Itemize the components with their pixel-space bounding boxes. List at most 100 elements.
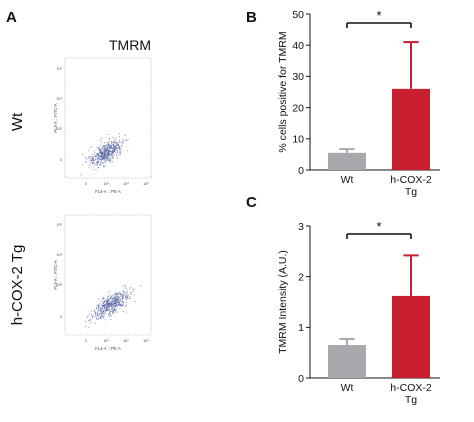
panel-letter-a: A <box>6 9 17 26</box>
flow-event-dot <box>125 301 127 303</box>
flow-event-dot <box>104 147 107 149</box>
flow-event-dot <box>91 158 93 160</box>
flow-event-dot <box>108 154 110 156</box>
flow-event-dot <box>115 310 117 312</box>
bar-chart-c: 0 1 2 3 TMRM Intensity (A.U.) Wt h-COX-2Tg * <box>277 219 440 406</box>
flow-event-dot <box>103 304 106 306</box>
flow-event-dot <box>122 291 124 293</box>
flow-event-dot <box>104 162 106 164</box>
flow-event-dot <box>99 149 101 151</box>
flow-event-dot <box>109 144 111 146</box>
flow-event-dot <box>94 151 96 154</box>
flow-event-dot <box>110 294 112 296</box>
flow-event-dot <box>100 144 102 146</box>
flow-event-dot <box>91 313 93 315</box>
flow-event-dot <box>104 153 106 155</box>
flow-event-dot <box>100 311 102 313</box>
flow-event-dot <box>112 305 114 307</box>
flow-event-dot <box>99 163 101 165</box>
flow-event-dot <box>103 302 105 304</box>
y-tick-label: 2 <box>298 271 304 283</box>
flow-event-dot <box>99 303 101 305</box>
flow-event-dot <box>112 151 115 153</box>
flow-event-dot <box>112 149 114 151</box>
flow-event-dot <box>103 166 105 168</box>
flow-ytick: 10⁴ <box>56 97 62 101</box>
flow-event-dot <box>114 138 116 140</box>
flow-event-dot <box>107 296 109 298</box>
flow-event-dot <box>98 304 100 306</box>
flow-event-dot <box>101 315 104 317</box>
flow-event-dot <box>119 153 121 155</box>
flow-event-dot <box>118 149 120 151</box>
flow-event-dot <box>95 146 97 149</box>
flow-event-dot <box>117 300 119 302</box>
flow-event-dot <box>125 138 127 140</box>
category-label: h-COX-2 <box>390 174 432 186</box>
flow-event-dot <box>119 141 121 143</box>
flow-event-dot <box>104 151 106 153</box>
flow-event-dot <box>85 158 87 160</box>
flow-ytick: 10² <box>57 283 63 287</box>
flow-event-dot <box>114 311 116 313</box>
flow-event-dot <box>103 157 105 159</box>
flow-event-dot <box>125 292 128 294</box>
flow-event-dot <box>119 296 121 298</box>
flow-event-dot <box>102 308 104 310</box>
flow-event-dot <box>112 301 114 303</box>
flow-event-dot <box>115 301 117 303</box>
flow-event-dot <box>109 304 111 306</box>
flow-event-dot <box>108 158 110 160</box>
y-axis-label: TMRM Intensity (A.U.) <box>277 250 289 354</box>
flow-event-dot <box>130 287 132 289</box>
flow-event-dot <box>119 308 121 310</box>
flow-event-dot <box>98 313 100 315</box>
flow-event-dot <box>94 150 96 152</box>
flow-event-dot <box>103 307 105 310</box>
flow-event-dot <box>100 153 102 155</box>
flow-event-dot <box>111 313 113 315</box>
flow-event-dot <box>120 145 123 147</box>
flow-event-dot <box>89 159 91 161</box>
flow-event-dot <box>133 288 135 290</box>
flow-event-dot <box>99 150 101 152</box>
flow-event-dot <box>101 316 103 318</box>
flow-event-dot <box>101 304 103 307</box>
flow-event-dot <box>104 299 106 302</box>
flow-event-dot <box>98 152 100 154</box>
flow-xlabel: FL4-A :: PE-A <box>95 189 121 194</box>
flow-event-dot <box>101 298 103 300</box>
flow-event-dot <box>126 296 128 298</box>
flow-event-dot <box>116 154 118 156</box>
flow-event-dot <box>112 148 114 151</box>
flow-event-dot <box>100 151 102 153</box>
flow-event-dot <box>140 285 142 287</box>
flow-event-dot <box>91 158 93 160</box>
flow-event-dot <box>91 145 93 147</box>
flow-event-dot <box>112 311 114 313</box>
group-label-wt: Wt <box>9 112 26 131</box>
flow-event-dot <box>99 155 101 157</box>
flow-event-dot <box>95 169 97 171</box>
flow-event-dot <box>111 304 113 306</box>
flow-event-dot <box>114 293 116 295</box>
flow-event-dot <box>127 298 129 300</box>
category-label: Wt <box>341 174 354 186</box>
flow-event-dot <box>97 157 99 160</box>
category-label: Wt <box>341 382 354 394</box>
flow-event-dot <box>110 301 112 303</box>
flow-event-dot <box>116 311 118 313</box>
flow-events <box>80 133 129 176</box>
flow-event-dot <box>99 312 101 314</box>
flow-event-dot <box>130 293 132 296</box>
flow-event-dot <box>119 303 121 305</box>
flow-event-dot <box>109 311 111 313</box>
flow-event-dot <box>101 303 103 305</box>
flow-event-dot <box>126 140 128 142</box>
flow-event-dot <box>120 149 122 151</box>
flow-event-dot <box>105 144 107 146</box>
flow-event-dot <box>125 305 127 307</box>
flow-event-dot <box>106 309 109 311</box>
flow-event-dot <box>114 309 116 311</box>
flow-event-dot <box>114 296 116 298</box>
